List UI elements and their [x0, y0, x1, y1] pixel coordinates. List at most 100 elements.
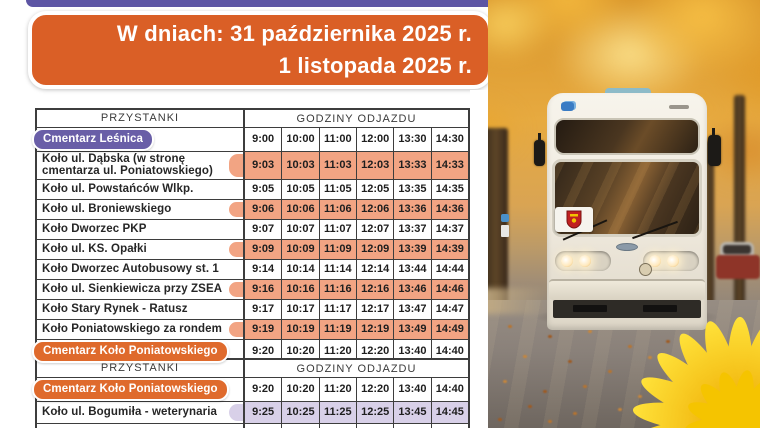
stop-name-cell: Cmentarz Koło Poniatowskiego [32, 339, 243, 363]
timetable-row: Koło ul. Bogumiła - weterynaria 9:25 10:25… [37, 400, 468, 423]
bumper-vent [573, 305, 607, 312]
timetable-outbound: PRZYSTANKI GODZINY ODJAZDU Cmentarz Leśn… [32, 108, 470, 365]
departure-time-cell: 13:46 [393, 279, 431, 299]
stop-name-cell: Cmentarz Koło Poniatowskiego [32, 378, 243, 401]
terminus-badge: Cmentarz Koło Poniatowskiego [32, 378, 229, 401]
headlight [561, 255, 573, 267]
departure-time-cell: 9:26 [243, 423, 281, 428]
departure-time-cell: 11:00 [318, 128, 356, 151]
departure-time-cell: 10:26 [281, 423, 318, 428]
departure-time-cell: 11:19 [318, 319, 356, 339]
timetable-row: Koło ul. KS. Opałki 9:09 10:09 11:09 12:09 13… [37, 238, 468, 259]
departure-times-column-header: GODZINY ODJAZDU [243, 360, 468, 377]
departure-time-cell: 13:37 [393, 219, 430, 239]
departure-time-cell: 11:03 [318, 151, 356, 179]
departure-time-cell: 10:25 [281, 401, 319, 423]
departure-time-cell: 12:03 [355, 151, 394, 179]
departure-time-cell: 10:16 [281, 279, 319, 299]
departure-time-cell: 13:49 [393, 319, 431, 339]
departure-time-cell: 12:20 [355, 339, 393, 363]
timetable-row: Koło ul. Dąbska (w stronę cmentarza ul. … [37, 150, 468, 179]
departure-time-cell: 9:14 [243, 259, 281, 279]
timetable-header: PRZYSTANKI GODZINY ODJAZDU [37, 360, 468, 377]
departure-time-cell: 9:19 [243, 319, 282, 339]
departure-time-cell: 10:06 [281, 199, 319, 219]
departure-time-cell: 9:05 [243, 179, 281, 199]
stop-name-cell: Cmentarz Leśnica [32, 128, 243, 151]
timetable-row: Koło Dworzec Autobusowy st. 1 9:14 10:14 11… [37, 258, 468, 279]
stop-name-cell: Koło Dworzec Autobusowy st. 1 [42, 262, 219, 275]
departure-time-cell: 13:40 [393, 339, 430, 363]
bus-front [534, 88, 721, 330]
departure-time-cell: 10:09 [281, 239, 319, 259]
departure-time-cell: 14:39 [430, 239, 468, 259]
autumn-bus-photo [488, 0, 760, 428]
departure-time-cell: 14:30 [430, 128, 468, 151]
stop-name-cell: Koło ul. Sienkiewicza przy ZSEA [37, 280, 243, 299]
departure-time-cell: 11:25 [318, 401, 356, 423]
red-car [716, 242, 760, 282]
departure-time-cell: 11:09 [318, 239, 356, 259]
stop-name-cell: Koło ul. KS. Opałki [37, 240, 243, 259]
departure-time-cell: 10:03 [281, 151, 319, 179]
departure-time-cell: 11:17 [318, 299, 356, 319]
terminus-badge: Cmentarz Leśnica [32, 128, 155, 151]
headlight-cluster-right [643, 251, 699, 271]
departure-time-cell: 14:44 [430, 259, 468, 279]
timetable-row: Koło Stary Rynek - Ratusz 9:17 10:17 11:17 1… [37, 298, 468, 319]
departure-time-cell: 12:20 [355, 378, 393, 401]
departure-time-cell: 10:05 [281, 179, 318, 199]
bus-model-marking [669, 105, 689, 109]
blue-sign-icon [501, 214, 509, 222]
departure-time-cell: 10:14 [281, 259, 318, 279]
timetable-row: Cmentarz Leśnica 9:00 10:00 11:00 12:00 13:30… [32, 127, 468, 151]
departure-time-cell: 14:40 [430, 339, 468, 363]
departure-time-cell: 14:49 [430, 319, 468, 339]
departure-time-cell: 13:36 [393, 199, 431, 219]
departure-time-cell: 14:47 [430, 299, 468, 319]
departure-time-cell: 13:47 [393, 299, 430, 319]
windshield [552, 159, 702, 237]
departure-time-cell: 12:19 [355, 319, 394, 339]
departure-time-cell: 13:39 [393, 239, 431, 259]
date-line-2: 1 listopada 2025 r. [278, 53, 472, 78]
departure-time-cell: 9:00 [243, 128, 281, 151]
departure-times-column-header: GODZINY ODJAZDU [243, 110, 468, 127]
departure-time-cell: 14:37 [430, 219, 468, 239]
departure-time-cell: 12:17 [355, 299, 393, 319]
departure-time-cell: 12:25 [355, 401, 394, 423]
headlight-cluster-left [555, 251, 611, 271]
departure-time-cell: 11:20 [318, 378, 356, 401]
chrysanthemum-flower-graphic [632, 316, 760, 428]
terminus-badge: Cmentarz Koło Poniatowskiego [32, 339, 229, 363]
side-mirror-left [534, 133, 545, 166]
destination-window [554, 118, 700, 155]
departure-time-cell: 13:44 [393, 259, 430, 279]
departure-time-cell: 12:14 [355, 259, 393, 279]
departure-time-cell: 11:14 [318, 259, 356, 279]
car-window [723, 245, 751, 254]
departure-time-cell: 10:19 [281, 319, 319, 339]
departure-time-cell: 12:07 [355, 219, 393, 239]
bumper [549, 279, 705, 300]
timetable-row: Cmentarz Koło Poniatowskiego 9:20 10:20 11:… [32, 377, 468, 401]
departure-time-cell: 13:40 [393, 378, 430, 401]
departure-time-cell: 9:17 [243, 299, 281, 319]
bus-maker-logo-icon [561, 102, 574, 111]
date-line-1: W dniach: 31 października 2025 r. [116, 21, 472, 46]
stop-name-cell: Koło Dworzec PKP [42, 222, 147, 235]
departure-time-cell: 10:07 [281, 219, 318, 239]
departure-time-cell: 12:09 [355, 239, 394, 259]
departure-time-cell: 11:26 [318, 423, 356, 428]
departure-time-cell: 9:16 [243, 279, 282, 299]
stop-name-cell: Koło ul. Bogumiła [37, 424, 243, 428]
departure-time-cell: 12:16 [355, 279, 394, 299]
top-purple-bar [26, 0, 518, 7]
tree-trunk [706, 140, 714, 335]
departure-time-cell: 14:46 [430, 423, 468, 428]
departure-time-cell: 14:33 [430, 151, 468, 179]
departure-time-cell: 13:35 [393, 179, 430, 199]
departure-time-cell: 14:40 [430, 378, 468, 401]
departure-time-cell: 12:05 [355, 179, 393, 199]
stops-column-header: PRZYSTANKI [100, 112, 180, 125]
